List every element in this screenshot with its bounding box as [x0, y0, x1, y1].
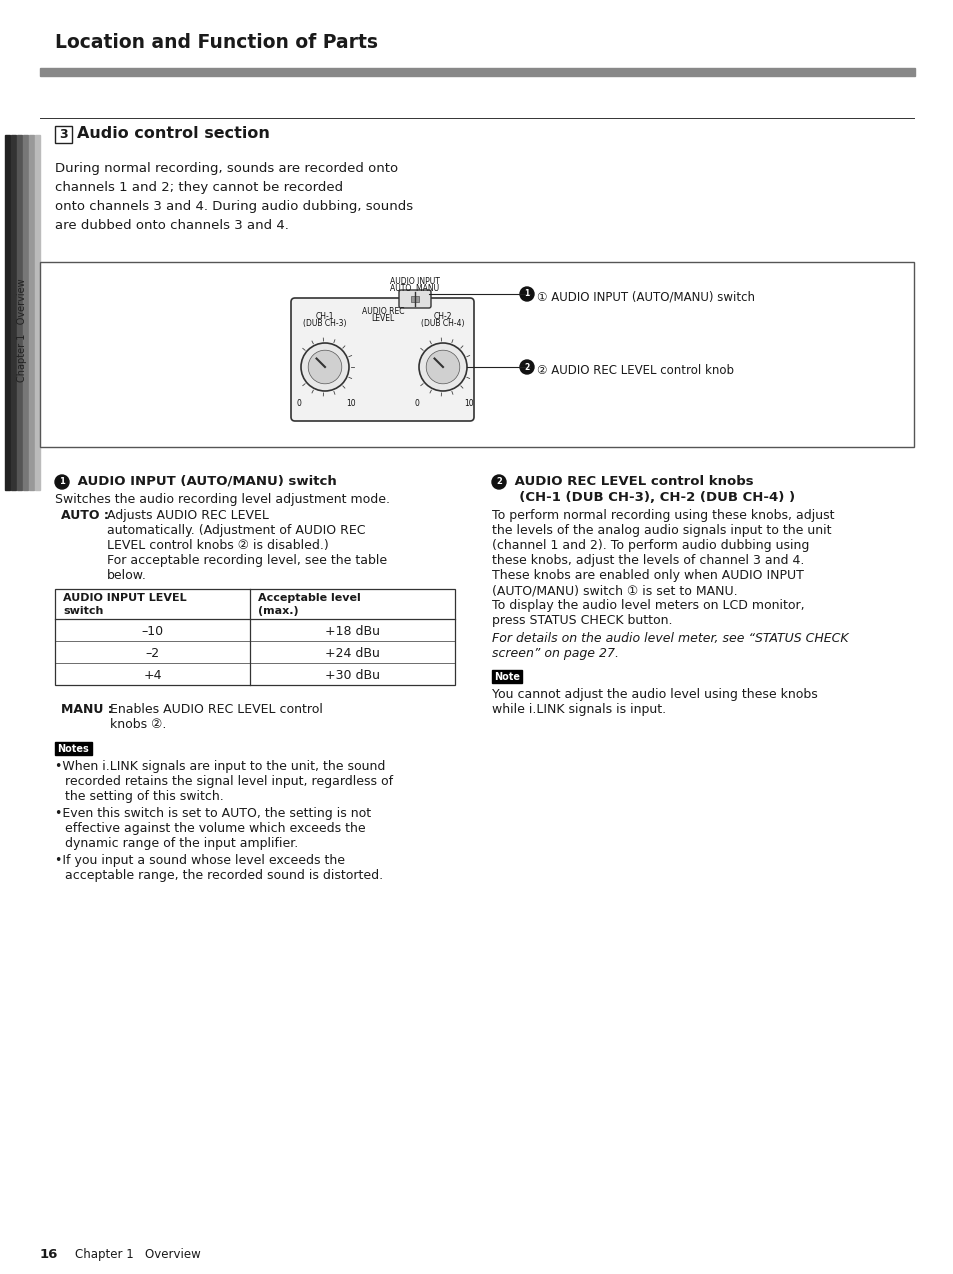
Text: Audio control section: Audio control section — [77, 126, 270, 141]
Text: To display the audio level meters on LCD monitor,: To display the audio level meters on LCD… — [492, 599, 803, 612]
Text: AUTO :: AUTO : — [61, 510, 109, 522]
Text: screen” on page 27.: screen” on page 27. — [492, 647, 618, 660]
Text: LEVEL control knobs ② is disabled.): LEVEL control knobs ② is disabled.) — [107, 539, 329, 552]
Circle shape — [308, 350, 341, 383]
Text: ① AUDIO INPUT (AUTO/MANU) switch: ① AUDIO INPUT (AUTO/MANU) switch — [537, 290, 754, 304]
Bar — [492, 670, 521, 683]
Text: dynamic range of the input amplifier.: dynamic range of the input amplifier. — [65, 837, 298, 850]
Text: onto channels 3 and 4. During audio dubbing, sounds: onto channels 3 and 4. During audio dubb… — [55, 200, 413, 213]
Text: For details on the audio level meter, see “STATUS CHECK: For details on the audio level meter, se… — [492, 632, 848, 645]
Text: 2: 2 — [524, 363, 529, 372]
Bar — [35, 135, 40, 490]
Text: •Even this switch is set to AUTO, the setting is not: •Even this switch is set to AUTO, the se… — [55, 806, 371, 820]
FancyBboxPatch shape — [398, 290, 431, 308]
Text: To perform normal recording using these knobs, adjust: To perform normal recording using these … — [492, 510, 834, 522]
Text: •If you input a sound whose level exceeds the: •If you input a sound whose level exceed… — [55, 854, 345, 868]
Circle shape — [418, 343, 467, 391]
Text: MANU :: MANU : — [61, 703, 112, 716]
Text: acceptable range, the recorded sound is distorted.: acceptable range, the recorded sound is … — [65, 869, 383, 882]
Text: Adjusts AUDIO REC LEVEL: Adjusts AUDIO REC LEVEL — [107, 510, 269, 522]
Text: effective against the volume which exceeds the: effective against the volume which excee… — [65, 822, 365, 834]
Bar — [40, 68, 914, 76]
Text: knobs ②.: knobs ②. — [110, 719, 166, 731]
Text: 0: 0 — [296, 399, 301, 408]
Bar — [55, 741, 91, 755]
Text: +18 dBu: +18 dBu — [325, 626, 379, 638]
Bar — [411, 296, 418, 302]
Text: below.: below. — [107, 569, 147, 582]
Text: These knobs are enabled only when AUDIO INPUT: These knobs are enabled only when AUDIO … — [492, 569, 803, 582]
Circle shape — [426, 350, 459, 383]
Text: while i.LINK signals is input.: while i.LINK signals is input. — [492, 703, 665, 716]
Text: Note: Note — [494, 671, 519, 682]
FancyBboxPatch shape — [291, 298, 474, 420]
Circle shape — [519, 287, 534, 301]
Text: Acceptable level: Acceptable level — [257, 592, 360, 603]
Text: switch: switch — [63, 606, 103, 617]
Text: automatically. (Adjustment of AUDIO REC: automatically. (Adjustment of AUDIO REC — [107, 524, 365, 538]
Text: are dubbed onto channels 3 and 4.: are dubbed onto channels 3 and 4. — [55, 219, 289, 232]
Text: –2: –2 — [145, 647, 159, 660]
Text: channels 1 and 2; they cannot be recorded: channels 1 and 2; they cannot be recorde… — [55, 181, 343, 194]
Text: these knobs, adjust the levels of channel 3 and 4.: these knobs, adjust the levels of channe… — [492, 554, 803, 567]
Text: 1: 1 — [524, 289, 529, 298]
Bar — [55, 589, 455, 685]
Circle shape — [301, 343, 349, 391]
Bar — [23, 135, 28, 490]
Text: Chapter 1   Overview: Chapter 1 Overview — [75, 1249, 200, 1261]
Text: (CH-1 (DUB CH-3), CH-2 (DUB CH-4) ): (CH-1 (DUB CH-3), CH-2 (DUB CH-4) ) — [510, 490, 794, 505]
Text: 16: 16 — [40, 1249, 58, 1261]
Text: ② AUDIO REC LEVEL control knob: ② AUDIO REC LEVEL control knob — [537, 364, 733, 377]
Text: CH-2: CH-2 — [434, 312, 452, 321]
Bar — [29, 135, 34, 490]
Text: (AUTO/MANU) switch ① is set to MANU.: (AUTO/MANU) switch ① is set to MANU. — [492, 583, 737, 598]
Text: 0: 0 — [415, 399, 419, 408]
Text: 2: 2 — [496, 478, 501, 487]
Text: Chapter 1   Overview: Chapter 1 Overview — [17, 278, 27, 382]
Text: (max.): (max.) — [257, 606, 298, 617]
Text: •When i.LINK signals are input to the unit, the sound: •When i.LINK signals are input to the un… — [55, 761, 385, 773]
Text: +24 dBu: +24 dBu — [325, 647, 379, 660]
Bar — [5, 135, 10, 490]
Text: Location and Function of Parts: Location and Function of Parts — [55, 33, 377, 52]
Text: the setting of this switch.: the setting of this switch. — [65, 790, 224, 803]
Text: AUDIO INPUT LEVEL: AUDIO INPUT LEVEL — [63, 592, 187, 603]
Text: You cannot adjust the audio level using these knobs: You cannot adjust the audio level using … — [492, 688, 817, 701]
Text: CH-1: CH-1 — [315, 312, 334, 321]
Text: +30 dBu: +30 dBu — [325, 669, 379, 682]
Text: 3: 3 — [59, 127, 68, 141]
Bar — [17, 135, 22, 490]
Circle shape — [519, 361, 534, 375]
Text: During normal recording, sounds are recorded onto: During normal recording, sounds are reco… — [55, 162, 397, 175]
Text: AUDIO INPUT (AUTO/MANU) switch: AUDIO INPUT (AUTO/MANU) switch — [73, 475, 336, 488]
Text: (channel 1 and 2). To perform audio dubbing using: (channel 1 and 2). To perform audio dubb… — [492, 539, 808, 552]
Circle shape — [492, 475, 505, 489]
Text: Enables AUDIO REC LEVEL control: Enables AUDIO REC LEVEL control — [110, 703, 322, 716]
Text: +4: +4 — [143, 669, 162, 682]
Text: 10: 10 — [346, 399, 355, 408]
Text: (DUB CH-4): (DUB CH-4) — [421, 318, 464, 327]
Text: Switches the audio recording level adjustment mode.: Switches the audio recording level adjus… — [55, 493, 390, 506]
Text: AUDIO REC: AUDIO REC — [361, 307, 404, 316]
Text: For acceptable recording level, see the table: For acceptable recording level, see the … — [107, 554, 387, 567]
Text: AUDIO REC LEVEL control knobs: AUDIO REC LEVEL control knobs — [510, 475, 753, 488]
Text: Notes: Notes — [57, 744, 90, 753]
Bar — [55, 126, 71, 143]
Text: 1: 1 — [59, 478, 65, 487]
Bar — [40, 262, 913, 447]
Text: (DUB CH-3): (DUB CH-3) — [303, 318, 346, 327]
Text: recorded retains the signal level input, regardless of: recorded retains the signal level input,… — [65, 775, 393, 789]
Text: the levels of the analog audio signals input to the unit: the levels of the analog audio signals i… — [492, 524, 831, 538]
Bar — [11, 135, 16, 490]
Text: LEVEL: LEVEL — [371, 313, 395, 324]
Text: AUTO  MANU: AUTO MANU — [390, 284, 439, 293]
Text: press STATUS CHECK button.: press STATUS CHECK button. — [492, 614, 672, 627]
Text: AUDIO INPUT: AUDIO INPUT — [390, 276, 439, 285]
Circle shape — [55, 475, 69, 489]
Text: –10: –10 — [141, 626, 163, 638]
Text: 10: 10 — [464, 399, 474, 408]
